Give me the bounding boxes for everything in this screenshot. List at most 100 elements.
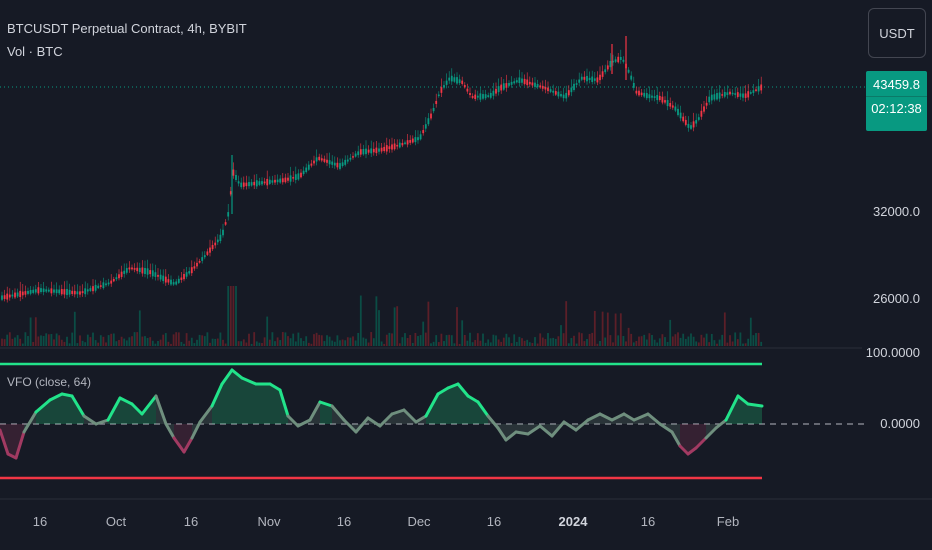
volume-bar [326,335,328,346]
candle-body [721,94,724,96]
volume-bar [214,338,217,346]
volume-bar [510,343,513,346]
candle-body [261,181,263,185]
candle-body [528,81,531,85]
volume-bar [206,332,209,346]
volume-bar [141,336,144,346]
time-axis-label: 16 [640,514,656,529]
candle-body [531,82,534,86]
candle-body [120,271,123,277]
candle-body [437,94,440,97]
volume-bar [266,316,269,346]
candle-body [128,267,131,270]
candle-body [164,276,167,283]
volume-bar [440,333,443,346]
candle-body [385,145,388,152]
currency-button[interactable]: USDT [868,8,926,58]
candle-body [606,65,609,70]
volume-bar [692,336,695,346]
volume-bar [479,340,482,346]
volume-bar [378,310,380,346]
time-axis-label: Feb [716,514,740,529]
candle-body [219,234,222,242]
candle-body [198,260,201,263]
vfo-line-segment [330,404,346,422]
volume-bar [450,335,453,346]
candle-body [450,75,453,82]
time-axis-label: 16 [486,514,502,529]
volume-bar [755,333,757,346]
candle-body [81,291,84,294]
volume-bar [201,335,204,346]
candle-body [242,182,245,187]
volume-bar [482,333,484,346]
vfo-fill-segment [468,396,478,424]
candle-body [414,137,417,143]
vfo-line-segment [538,424,554,438]
volume-bar [666,341,669,346]
volume-bar [521,338,523,346]
volume-bar [625,341,627,346]
candle-body [201,257,204,261]
candle-body [162,275,165,282]
volume-bar [526,339,529,346]
vfo-line-segment [318,400,334,408]
volume-bar [175,332,178,346]
volume-bar [331,340,334,346]
volume-bar [703,337,705,346]
vfo-line-segment [190,420,202,440]
volume-bar [461,320,464,346]
volume-bar [300,338,302,346]
volume-bar [739,332,742,346]
candle-body [16,292,19,297]
volume-bar [123,338,126,346]
vfo-line-segment [172,436,186,454]
candle-body [578,79,581,83]
candle-body [292,177,295,179]
volume-bar [619,313,622,346]
volume-bar [177,332,180,346]
volume-bar [671,336,674,346]
vfo-line-segment [670,430,682,448]
candle-body [456,77,458,84]
volume-indicator-label[interactable]: Vol · BTC [7,44,63,59]
volume-bar [554,338,557,346]
candle-body [687,123,690,128]
chart-title[interactable]: BTCUSDT Perpetual Contract, 4h, BYBIT [7,21,247,36]
candle-body [406,140,409,145]
candle-body [658,95,661,101]
candle-body [8,294,11,298]
vfo-indicator-label[interactable]: VFO (close, 64) [7,375,92,389]
volume-bar [149,337,152,346]
vfo-fill-segment [174,424,184,452]
candle-body [661,96,664,103]
volume-bar [396,306,399,346]
volume-bar [383,343,386,346]
candle-body [328,160,331,165]
volume-bar [292,333,295,346]
candle-body [541,85,544,89]
vfo-fill-segment [8,424,16,458]
candle-body [583,76,586,80]
candle-body [713,94,716,100]
vfo-line-segment [164,422,176,440]
vfo-line-segment [646,412,662,426]
volume-bar [222,339,224,346]
volume-bar [419,335,422,346]
volume-bar [328,336,331,346]
volume-bar [502,337,505,346]
volume-bar [157,340,159,346]
candle-body [310,163,313,166]
volume-bar [456,307,458,346]
candle-body [518,77,521,84]
candle-body [435,100,438,104]
volume-bar [547,333,549,346]
candle-body [359,149,362,155]
candle-body [757,86,760,92]
candle-body [552,90,555,93]
candle-body [229,191,232,195]
candle-body [664,100,666,103]
volume-bar [167,341,170,346]
candle-body [417,137,419,141]
